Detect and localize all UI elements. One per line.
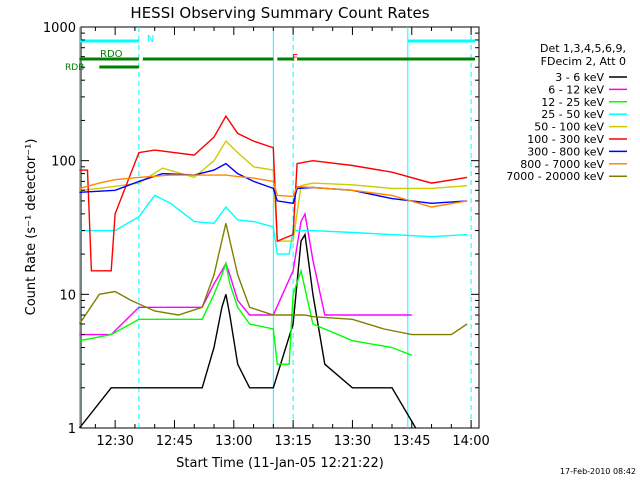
- timestamp: 17-Feb-2010 08:42: [560, 467, 636, 476]
- series-line-5: [79, 114, 468, 272]
- y-tick-label-3: 1000: [43, 21, 76, 36]
- x-tick-label-1: 12:45: [156, 434, 193, 449]
- legend-label-5: 100 - 300 keV: [527, 133, 604, 146]
- y-tick-label-0: 1: [68, 422, 76, 437]
- plot-frame: [80, 26, 480, 429]
- legend-label-6: 300 - 800 keV: [527, 145, 604, 158]
- x-tick-label-6: 14:00: [452, 434, 489, 449]
- series-line-3: [79, 194, 468, 255]
- series-line-8: [78, 223, 468, 336]
- x-tick-label-3: 13:15: [274, 434, 311, 449]
- axes: 1 10 100 1000 12:30 12:45 13:00 13:15 13:30 13:45…: [43, 21, 490, 449]
- state-label-RDO: RDO: [100, 49, 123, 60]
- legend-label-1: 6 - 12 keV: [548, 83, 604, 96]
- legend: Det 1,3,4,5,6,9,FDecim 2, Att 0 3 - 6 keV…: [506, 42, 627, 183]
- x-tick-label-4: 13:30: [334, 434, 371, 449]
- y-tick-label-2: 100: [51, 155, 76, 170]
- series-line-7: [79, 174, 468, 208]
- series-line-2: [79, 260, 413, 365]
- legend-label-2: 12 - 25 keV: [541, 96, 604, 109]
- legend-label-7: 800 - 7000 keV: [520, 158, 604, 171]
- legend-label-8: 7000 - 20000 keV: [506, 170, 604, 183]
- series-line-0: [78, 232, 417, 429]
- state-bars: N F RDO RDB: [65, 34, 476, 73]
- x-axis-label: Start Time (11-Jan-05 12:21:22): [176, 456, 384, 471]
- series-line-4: [79, 139, 468, 242]
- legend-header-1: FDecim 2, Att 0: [541, 55, 626, 68]
- legend-header-0: Det 1,3,4,5,6,9,: [540, 42, 626, 55]
- chart-title: HESSI Observing Summary Count Rates: [130, 4, 429, 22]
- series-lines: [78, 114, 468, 429]
- state-label-N: N: [147, 34, 154, 45]
- legend-label-4: 50 - 100 keV: [534, 121, 604, 134]
- series-line-1: [79, 211, 412, 336]
- y-tick-label-1: 10: [59, 288, 76, 303]
- x-tick-label-2: 13:00: [215, 434, 252, 449]
- x-tick-label-0: 12:30: [96, 434, 133, 449]
- x-tick-label-5: 13:45: [393, 434, 430, 449]
- legend-label-0: 3 - 6 keV: [555, 71, 604, 84]
- state-label-F: F: [292, 53, 298, 64]
- phase-markers: [79, 27, 472, 428]
- y-axis-label: Count Rate (s⁻¹ detector⁻¹): [24, 139, 39, 316]
- state-label-RDB: RDB: [65, 63, 84, 73]
- legend-label-3: 25 - 50 keV: [541, 108, 604, 121]
